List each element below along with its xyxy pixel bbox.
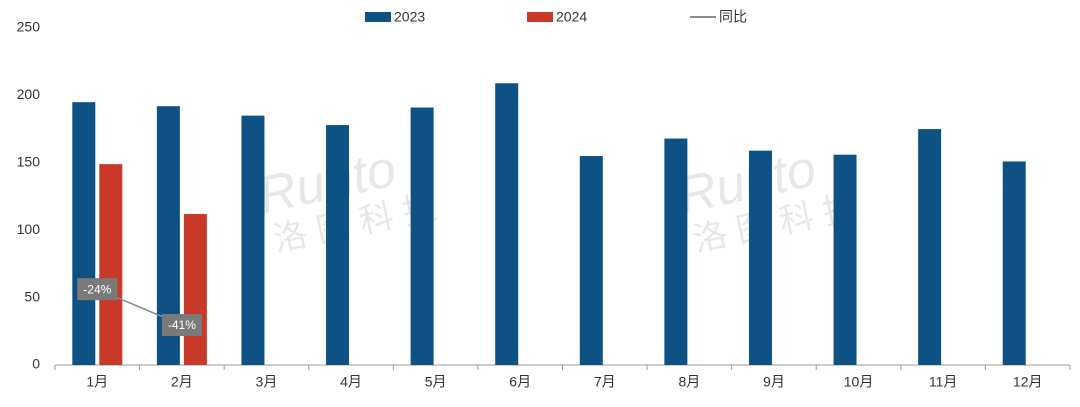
bar — [664, 138, 688, 365]
data-label: -24% — [83, 282, 111, 296]
y-tick-label: 150 — [17, 154, 41, 170]
x-tick-label: 3月 — [256, 374, 278, 390]
legend-label: 同比 — [719, 9, 747, 25]
label-box — [161, 313, 202, 336]
x-tick-label: 10月 — [844, 374, 874, 390]
bar — [833, 154, 857, 365]
legend-swatch — [527, 12, 553, 22]
y-tick-label: 50 — [24, 288, 40, 304]
bar — [241, 115, 265, 366]
x-tick-label: 8月 — [678, 374, 700, 390]
bar — [326, 125, 350, 365]
y-tick-label: 100 — [17, 221, 41, 237]
bar — [99, 164, 123, 365]
x-tick-label: 11月 — [929, 374, 958, 390]
x-tick-label: 5月 — [425, 374, 447, 390]
y-tick-label: 250 — [17, 19, 41, 35]
bar — [495, 83, 519, 365]
bar — [72, 102, 96, 365]
bar — [748, 150, 772, 365]
bar — [410, 107, 434, 366]
x-tick-label: 2月 — [171, 374, 193, 390]
data-label: -41% — [168, 318, 196, 332]
bar — [579, 156, 603, 365]
bar — [156, 106, 180, 366]
legend-label: 2024 — [556, 9, 587, 25]
x-tick-label: 7月 — [594, 374, 616, 390]
y-tick-label: 200 — [17, 86, 41, 102]
x-tick-label: 9月 — [763, 374, 785, 390]
legend-swatch — [365, 12, 391, 22]
bar — [918, 129, 942, 365]
y-tick-label: 0 — [32, 356, 40, 372]
x-tick-label: 4月 — [340, 374, 362, 390]
legend-label: 2023 — [394, 9, 425, 25]
bar — [1002, 161, 1026, 365]
x-tick-label: 6月 — [509, 374, 531, 390]
x-tick-label: 1月 — [86, 374, 108, 390]
bar — [183, 214, 207, 365]
label-box — [77, 278, 118, 301]
x-tick-label: 12月 — [1013, 374, 1043, 390]
